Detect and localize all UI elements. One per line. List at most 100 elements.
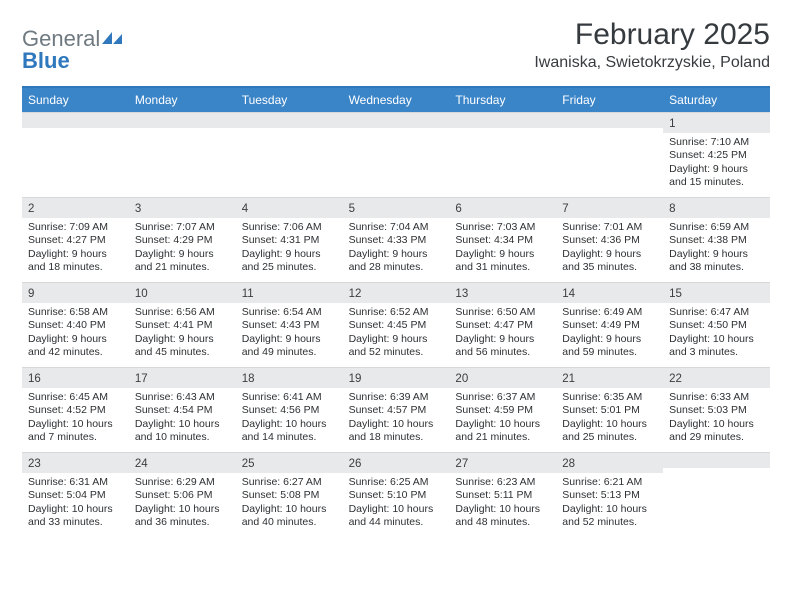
calendar-cell: 28Sunrise: 6:21 AMSunset: 5:13 PMDayligh…: [556, 452, 663, 537]
daylight-text: Daylight: 10 hours and 48 minutes.: [455, 503, 550, 530]
daylight-text: Daylight: 9 hours and 45 minutes.: [135, 333, 230, 360]
sunrise-text: Sunrise: 6:45 AM: [28, 391, 123, 404]
daynum-bar: 28: [556, 452, 663, 473]
sunset-text: Sunset: 4:31 PM: [242, 234, 337, 247]
cell-body: Sunrise: 6:25 AMSunset: 5:10 PMDaylight:…: [343, 473, 450, 533]
daynum-bar: [22, 112, 129, 128]
calendar-cell: 19Sunrise: 6:39 AMSunset: 4:57 PMDayligh…: [343, 367, 450, 452]
day-number: 19: [349, 373, 362, 385]
sunset-text: Sunset: 4:45 PM: [349, 319, 444, 332]
cell-body: Sunrise: 6:23 AMSunset: 5:11 PMDaylight:…: [449, 473, 556, 533]
daylight-text: Daylight: 10 hours and 33 minutes.: [28, 503, 123, 530]
sunset-text: Sunset: 5:08 PM: [242, 489, 337, 502]
day-number: 15: [669, 288, 682, 300]
daylight-text: Daylight: 9 hours and 56 minutes.: [455, 333, 550, 360]
daynum-bar: 7: [556, 197, 663, 218]
sunset-text: Sunset: 4:41 PM: [135, 319, 230, 332]
daynum-bar: 3: [129, 197, 236, 218]
logo-sail-icon: [102, 32, 124, 46]
logo: General Blue: [22, 18, 124, 72]
sunset-text: Sunset: 4:29 PM: [135, 234, 230, 247]
calendar-cell: 26Sunrise: 6:25 AMSunset: 5:10 PMDayligh…: [343, 452, 450, 537]
daylight-text: Daylight: 9 hours and 31 minutes.: [455, 248, 550, 275]
sunrise-text: Sunrise: 6:50 AM: [455, 306, 550, 319]
daylight-text: Daylight: 9 hours and 35 minutes.: [562, 248, 657, 275]
daynum-bar: 12: [343, 282, 450, 303]
sunrise-text: Sunrise: 6:37 AM: [455, 391, 550, 404]
calendar-cell: 18Sunrise: 6:41 AMSunset: 4:56 PMDayligh…: [236, 367, 343, 452]
calendar-cell: 16Sunrise: 6:45 AMSunset: 4:52 PMDayligh…: [22, 367, 129, 452]
daynum-bar: 15: [663, 282, 770, 303]
calendar-cell-empty: [663, 452, 770, 537]
calendar-cell: 22Sunrise: 6:33 AMSunset: 5:03 PMDayligh…: [663, 367, 770, 452]
page-title: February 2025: [534, 18, 770, 52]
calendar-cell: 20Sunrise: 6:37 AMSunset: 4:59 PMDayligh…: [449, 367, 556, 452]
daynum-bar: [129, 112, 236, 128]
calendar-cell: 1Sunrise: 7:10 AMSunset: 4:25 PMDaylight…: [663, 112, 770, 197]
day-number: 18: [242, 373, 255, 385]
daynum-bar: 22: [663, 367, 770, 388]
calendar-cell-empty: [129, 112, 236, 197]
day-number: 17: [135, 373, 148, 385]
sunrise-text: Sunrise: 6:33 AM: [669, 391, 764, 404]
cell-body: Sunrise: 7:07 AMSunset: 4:29 PMDaylight:…: [129, 218, 236, 278]
calendar-cell-empty: [343, 112, 450, 197]
daylight-text: Daylight: 9 hours and 42 minutes.: [28, 333, 123, 360]
day-number: 28: [562, 458, 575, 470]
sunset-text: Sunset: 4:33 PM: [349, 234, 444, 247]
sunrise-text: Sunrise: 6:31 AM: [28, 476, 123, 489]
dow-label: Tuesday: [236, 88, 343, 112]
calendar-cell: 4Sunrise: 7:06 AMSunset: 4:31 PMDaylight…: [236, 197, 343, 282]
daylight-text: Daylight: 10 hours and 29 minutes.: [669, 418, 764, 445]
cell-body: Sunrise: 6:49 AMSunset: 4:49 PMDaylight:…: [556, 303, 663, 363]
sunset-text: Sunset: 4:49 PM: [562, 319, 657, 332]
calendar-cell-empty: [556, 112, 663, 197]
daynum-bar: 17: [129, 367, 236, 388]
day-number: 21: [562, 373, 575, 385]
sunset-text: Sunset: 4:43 PM: [242, 319, 337, 332]
daynum-bar: 20: [449, 367, 556, 388]
daylight-text: Daylight: 9 hours and 38 minutes.: [669, 248, 764, 275]
daynum-bar: [663, 452, 770, 468]
week-row: 1Sunrise: 7:10 AMSunset: 4:25 PMDaylight…: [22, 112, 770, 197]
weeks: 1Sunrise: 7:10 AMSunset: 4:25 PMDaylight…: [22, 112, 770, 537]
day-number: 12: [349, 288, 362, 300]
daynum-bar: 11: [236, 282, 343, 303]
week-row: 9Sunrise: 6:58 AMSunset: 4:40 PMDaylight…: [22, 282, 770, 367]
sunset-text: Sunset: 5:11 PM: [455, 489, 550, 502]
sunset-text: Sunset: 4:36 PM: [562, 234, 657, 247]
week-row: 23Sunrise: 6:31 AMSunset: 5:04 PMDayligh…: [22, 452, 770, 537]
daylight-text: Daylight: 10 hours and 25 minutes.: [562, 418, 657, 445]
logo-text: General Blue: [22, 28, 124, 72]
cell-body: Sunrise: 7:04 AMSunset: 4:33 PMDaylight:…: [343, 218, 450, 278]
sunset-text: Sunset: 4:54 PM: [135, 404, 230, 417]
sunset-text: Sunset: 4:50 PM: [669, 319, 764, 332]
sunset-text: Sunset: 5:01 PM: [562, 404, 657, 417]
daylight-text: Daylight: 10 hours and 14 minutes.: [242, 418, 337, 445]
calendar-cell: 7Sunrise: 7:01 AMSunset: 4:36 PMDaylight…: [556, 197, 663, 282]
day-number: 1: [669, 118, 675, 130]
sunrise-text: Sunrise: 6:47 AM: [669, 306, 764, 319]
calendar-cell: 27Sunrise: 6:23 AMSunset: 5:11 PMDayligh…: [449, 452, 556, 537]
calendar-cell: 13Sunrise: 6:50 AMSunset: 4:47 PMDayligh…: [449, 282, 556, 367]
sunset-text: Sunset: 5:03 PM: [669, 404, 764, 417]
day-number: 24: [135, 458, 148, 470]
daynum-bar: 27: [449, 452, 556, 473]
dow-label: Wednesday: [343, 88, 450, 112]
sunset-text: Sunset: 5:04 PM: [28, 489, 123, 502]
day-number: 5: [349, 203, 355, 215]
cell-body: Sunrise: 6:52 AMSunset: 4:45 PMDaylight:…: [343, 303, 450, 363]
cell-body: Sunrise: 6:37 AMSunset: 4:59 PMDaylight:…: [449, 388, 556, 448]
day-number: 14: [562, 288, 575, 300]
daynum-bar: 14: [556, 282, 663, 303]
calendar-cell: 17Sunrise: 6:43 AMSunset: 4:54 PMDayligh…: [129, 367, 236, 452]
daynum-bar: 24: [129, 452, 236, 473]
header: General Blue February 2025 Iwaniska, Swi…: [22, 18, 770, 72]
cell-body: Sunrise: 6:33 AMSunset: 5:03 PMDaylight:…: [663, 388, 770, 448]
cell-body: Sunrise: 7:01 AMSunset: 4:36 PMDaylight:…: [556, 218, 663, 278]
daynum-bar: 2: [22, 197, 129, 218]
daynum-bar: 4: [236, 197, 343, 218]
dow-row: SundayMondayTuesdayWednesdayThursdayFrid…: [22, 88, 770, 112]
sunrise-text: Sunrise: 6:56 AM: [135, 306, 230, 319]
cell-body: Sunrise: 7:06 AMSunset: 4:31 PMDaylight:…: [236, 218, 343, 278]
